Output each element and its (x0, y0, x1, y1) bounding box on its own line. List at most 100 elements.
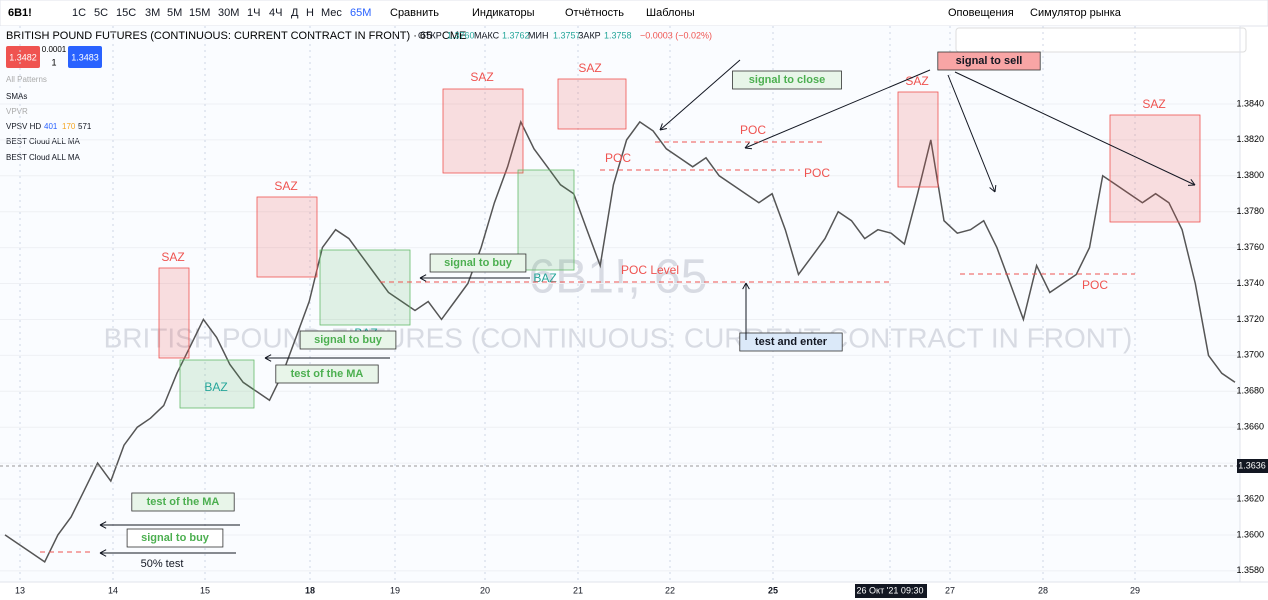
annotation: test of the MA (147, 496, 220, 508)
legend-item: SMAs (6, 92, 27, 101)
arrow-head (264, 354, 272, 362)
zone-box (442, 88, 524, 174)
interval-button[interactable]: 15С (116, 7, 136, 19)
arrow-head (744, 142, 753, 150)
plot-bg (0, 26, 1240, 582)
annotation: signal to close (749, 74, 825, 86)
arrow (659, 59, 741, 131)
ohlc-text: ОТКР (418, 30, 442, 40)
annotation: SAZ (1142, 97, 1165, 111)
arrow-head (989, 184, 997, 193)
annotation: POC (1082, 278, 1108, 292)
annotation: SAZ (274, 179, 297, 193)
legend-item: 170 (62, 122, 76, 131)
zone-box (1109, 114, 1201, 223)
x-tick-label: 20 (480, 585, 490, 595)
arrow (947, 74, 996, 193)
annotation: signal to buy (141, 532, 210, 544)
sell-button[interactable] (6, 46, 40, 68)
zone-box (158, 267, 190, 359)
interval-button[interactable]: 5С (94, 7, 108, 19)
interval-button[interactable]: 15М (189, 7, 210, 19)
x-tick-label: 21 (573, 585, 583, 595)
price-tag: 1.3636 (1238, 460, 1266, 470)
annotation: 50% test (141, 558, 184, 570)
toolbar-button[interactable]: Шаблоны (646, 7, 695, 19)
arrow-head (99, 521, 107, 529)
drawing-toolbar[interactable] (955, 27, 1247, 53)
y-tick-label: 1.3580 (1236, 565, 1264, 575)
x-tick-label: 18 (305, 585, 315, 595)
legend-item: 571 (78, 122, 92, 131)
y-tick-label: 1.3740 (1236, 278, 1264, 288)
toolbar-button[interactable]: Сравнить (390, 7, 439, 19)
annotation-box (732, 70, 842, 90)
annotation: test of the MA (291, 368, 364, 380)
y-tick-label: 1.3600 (1236, 529, 1264, 539)
y-tick-label: 1.3700 (1236, 350, 1264, 360)
annotation-box (429, 253, 527, 273)
interval-button[interactable]: 30М (218, 7, 239, 19)
zone-box (179, 359, 255, 409)
x-tick-label: 15 (200, 585, 210, 595)
annotation-box (739, 332, 843, 352)
annotation-box (275, 364, 379, 384)
x-tick-label: 26 Окт '21 09:30 (857, 585, 924, 595)
ask: 1.3483 (71, 52, 99, 62)
toolbar-button[interactable]: Оповещения (948, 7, 1014, 19)
y-tick-label: 1.3620 (1236, 493, 1264, 503)
ohlc-text: 1.3758 (604, 30, 632, 40)
interval-button[interactable]: 5М (167, 7, 182, 19)
x-tick-label: 29 (1130, 585, 1140, 595)
interval-button[interactable]: Мес (321, 7, 342, 19)
y-tick-label: 1.3820 (1236, 134, 1264, 144)
annotation: signal to sell (956, 55, 1023, 67)
annotation: test and enter (755, 336, 828, 348)
interval-button[interactable]: 1С (72, 7, 86, 19)
y-tick-label: 1.3720 (1236, 314, 1264, 324)
annotation-box (299, 330, 397, 350)
annotation: signal to buy (444, 257, 513, 269)
y-tick-label: 1.3840 (1236, 98, 1264, 108)
arrow-head (742, 282, 750, 290)
interval-button[interactable]: Д (291, 7, 299, 19)
interval-button[interactable]: 3М (145, 7, 160, 19)
toolbar-button[interactable]: Индикаторы (472, 7, 535, 19)
annotation-box (937, 51, 1041, 71)
annotation: SAZ (470, 70, 493, 84)
annotation: SAZ (578, 61, 601, 75)
arrow-head (1187, 179, 1196, 186)
annotation: POC Level (621, 263, 679, 277)
annotation: POC (804, 166, 830, 180)
arrow-head (99, 549, 107, 557)
chart-layer: 6B1! 1С 5С 15С 3М 5М 15М 30М 1Ч 4Ч Д Н Мес 65М Сравнит… (0, 7, 1268, 598)
price-line (4, 119, 1236, 564)
ohlc-text: 1.3762 (502, 30, 530, 40)
interval-button[interactable]: 4Ч (269, 7, 282, 19)
interval-button[interactable]: 65М (350, 7, 371, 19)
annotation: POC (740, 123, 766, 137)
annotation: SAZ (905, 74, 928, 88)
toolbar-button[interactable]: Симулятор рынка (1030, 7, 1122, 19)
arrow-head (659, 123, 667, 131)
toolbar-button[interactable]: Отчётность (565, 7, 624, 19)
legend-item: BEST Cloud ALL MA (6, 137, 80, 146)
zone-box (256, 196, 318, 278)
legend-item: 401 (44, 122, 58, 131)
chart-title: BRITISH POUND FUTURES (CONTINUOUS: CURRE… (6, 30, 466, 42)
buy-button[interactable] (68, 46, 102, 68)
x-tick-label: 14 (108, 585, 118, 595)
x-tick-label: 28 (1038, 585, 1048, 595)
annotation-box (126, 528, 224, 548)
x-tick-label: 22 (665, 585, 675, 595)
legend-item: VPVR (6, 107, 28, 116)
interval-button[interactable]: 1Ч (247, 7, 260, 19)
legend-item: VPSV HD (6, 122, 41, 131)
interval-button[interactable]: Н (306, 7, 314, 19)
annotation-box (131, 492, 235, 512)
ohlc-text: 1.3760 (447, 30, 475, 40)
zone-box (319, 249, 411, 326)
x-tick-label: 19 (390, 585, 400, 595)
